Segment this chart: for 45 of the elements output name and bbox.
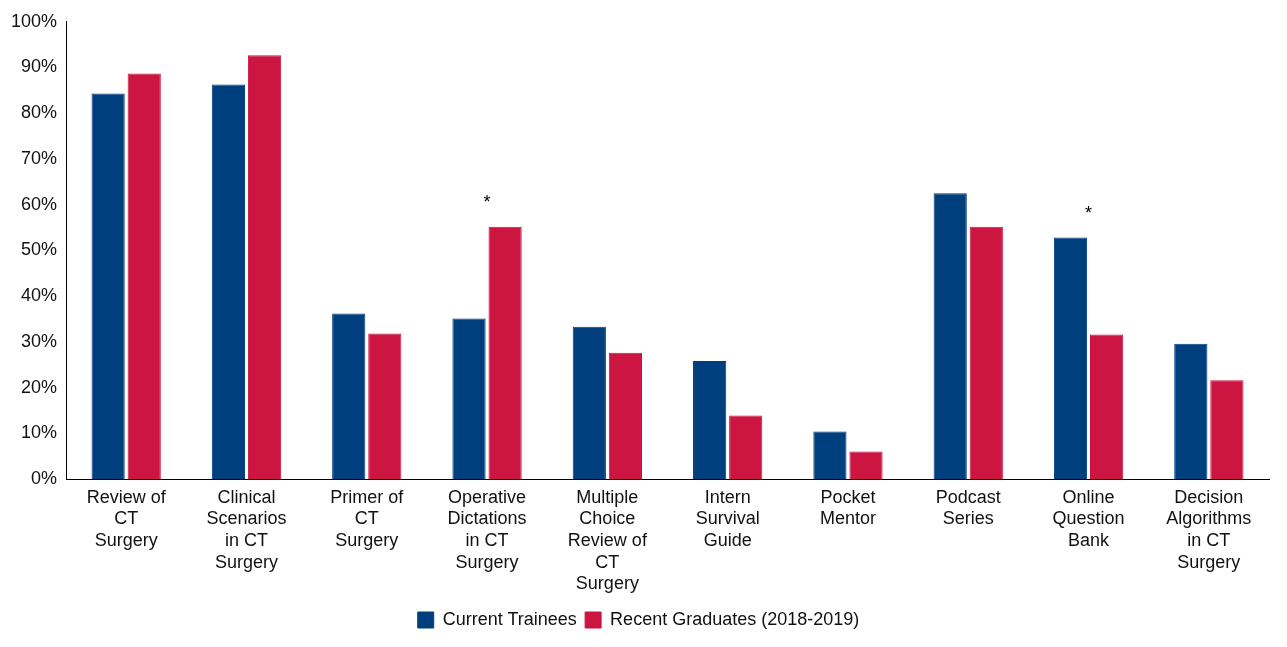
x-tick-label: Pocket Mentor — [819, 486, 876, 529]
x-tick-label: Intern Survival Guide — [695, 486, 760, 550]
bar — [91, 93, 125, 479]
bar — [693, 361, 727, 479]
x-tick-label: Operative Dictations in CT Surgery — [447, 486, 527, 572]
x-tick-label: Review of CT Surgery — [86, 486, 167, 550]
y-tick-label: 20% — [21, 376, 58, 397]
bar — [368, 333, 402, 479]
y-tick-label: 40% — [21, 285, 58, 306]
annotation: * — [483, 191, 491, 212]
bar — [813, 431, 847, 479]
bar — [572, 326, 606, 479]
y-tick-label: 30% — [21, 330, 58, 351]
y-tick-label: 50% — [21, 239, 58, 260]
bar — [452, 318, 486, 479]
bar — [127, 73, 161, 479]
bar — [1090, 334, 1124, 479]
bar — [933, 193, 967, 479]
bar — [488, 226, 522, 479]
bar — [849, 451, 883, 479]
y-tick-label: 60% — [21, 193, 58, 214]
y-tick-label: 0% — [31, 467, 58, 488]
bar — [211, 84, 246, 479]
bar — [608, 352, 643, 479]
y-tick-label: 10% — [21, 422, 58, 443]
legend-label: Current Trainees — [442, 608, 577, 629]
x-tick-label: Podcast Series — [935, 486, 1001, 529]
y-tick-label: 90% — [21, 56, 58, 77]
y-tick-label: 80% — [21, 102, 58, 123]
x-tick-label: Decision Algorithms in CT Surgery — [1166, 486, 1252, 572]
x-tick-label: Online Question Bank — [1052, 486, 1125, 550]
bar — [332, 313, 366, 479]
bar — [729, 415, 763, 479]
y-tick-label: 70% — [21, 147, 58, 168]
bar — [1053, 237, 1088, 479]
annotation: * — [1085, 202, 1093, 223]
y-tick-label: 100% — [10, 10, 58, 31]
bar — [247, 55, 282, 479]
x-tick-label: Primer of CT Surgery — [330, 486, 405, 550]
legend-label: Recent Graduates (2018-2019) — [610, 608, 860, 629]
bar — [969, 226, 1003, 479]
bar — [1174, 343, 1208, 479]
bar — [1210, 380, 1244, 479]
x-tick-label: Multiple Choice Review of CT Surgery — [567, 486, 648, 594]
x-tick-label: Clinical Scenarios in CT Surgery — [206, 486, 287, 572]
